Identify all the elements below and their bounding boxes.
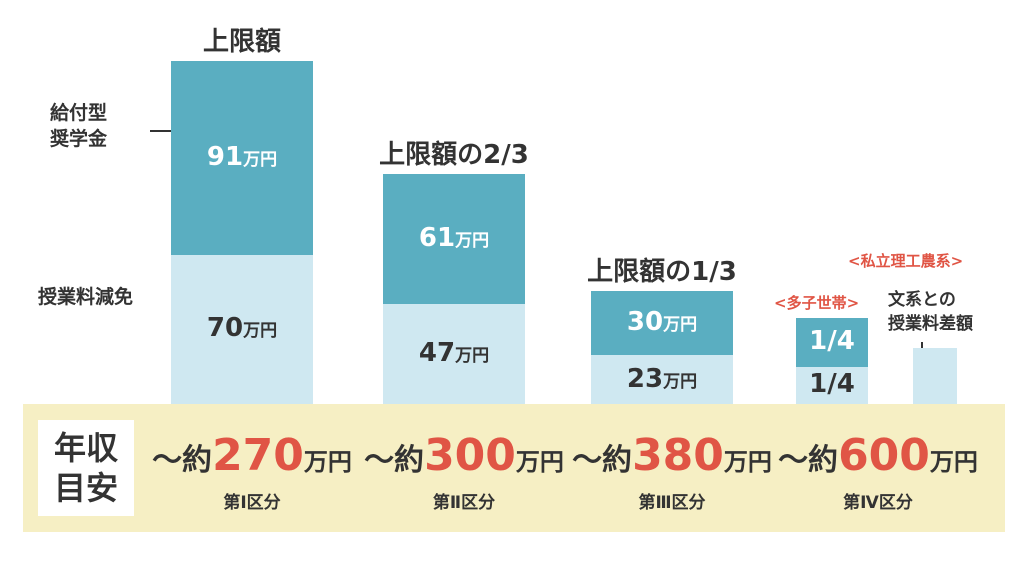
- bar-scholarship-label: 30万円: [591, 307, 733, 337]
- bar-scholarship-value: 30: [626, 307, 664, 338]
- bar-tuition-label: 23万円: [591, 364, 733, 394]
- tier-label: 第Ⅲ区分: [638, 493, 706, 513]
- income-unit: 万円: [303, 448, 352, 476]
- income-prefix: ～約: [778, 443, 839, 478]
- bar-scholarship-segment: 1/4: [796, 318, 868, 367]
- bar-tuition-segment: 23万円: [591, 355, 733, 404]
- multi-child-tag: <多子世帯>: [774, 294, 860, 312]
- income-value: ～約270万円: [132, 430, 372, 481]
- income-label: 年収 目安: [38, 420, 134, 516]
- income-amount: 380: [632, 430, 724, 481]
- bar-scholarship-segment: 61万円: [383, 173, 525, 304]
- income-unit: 万円: [723, 448, 772, 476]
- bar-tuition-unit: 万円: [663, 371, 698, 392]
- income-prefix: ～約: [152, 443, 213, 478]
- bar-tuition-value: 70: [206, 313, 244, 344]
- bar-scholarship-unit: 万円: [455, 230, 490, 251]
- bar-top-label: 上限額: [202, 27, 281, 57]
- income-label-line2: 目安: [53, 469, 118, 507]
- bar-top-label: 上限額の2/3: [379, 139, 529, 170]
- legend-scholarship: 給付型 奨学金: [50, 100, 107, 152]
- bar-scholarship-value: 91: [206, 141, 244, 172]
- bar-scholarship-label: 91万円: [171, 142, 313, 172]
- bar-tuition-value: 1/4: [809, 369, 855, 400]
- bar-tuition-unit: 万円: [455, 345, 490, 366]
- tuition-diff-note-line2: 授業料差額: [888, 314, 973, 334]
- bar-tuition-value: 23: [626, 363, 664, 394]
- bar-scholarship-value: 61: [418, 222, 456, 253]
- legend-tuition: 授業料減免: [38, 286, 134, 308]
- income-unit: 万円: [929, 448, 978, 476]
- bar-scholarship-segment: 30万円: [591, 291, 733, 355]
- bar-top-label: 上限額の1/3: [587, 257, 737, 288]
- legend-scholarship-line1: 給付型: [50, 102, 108, 124]
- tuition-diff-note: 文系との 授業料差額: [888, 288, 973, 336]
- income-amount: 270: [212, 430, 304, 481]
- bar-scholarship-unit: 万円: [663, 315, 698, 336]
- bar-tuition-segment: 1/4: [796, 366, 868, 404]
- bar-tuition-label: 47万円: [383, 338, 525, 368]
- private-science-tag: <私立理工農系>: [848, 252, 964, 270]
- income-label-line1: 年収: [53, 429, 118, 467]
- bar-scholarship-segment: 91万円: [171, 61, 313, 255]
- income-value: ～約300万円: [344, 430, 584, 481]
- income-band: [23, 404, 1005, 532]
- legend-scholarship-line2: 奨学金: [50, 128, 108, 150]
- bar-tuition-label: 1/4: [796, 369, 868, 399]
- income-prefix: ～約: [364, 443, 425, 478]
- bar-tuition-label: 70万円: [171, 313, 313, 343]
- tier-label: 第Ⅳ区分: [843, 493, 913, 513]
- bar-tuition-segment: 47万円: [383, 303, 525, 404]
- bar-scholarship-unit: 万円: [243, 149, 278, 170]
- tier-label: 第Ⅱ区分: [432, 493, 496, 513]
- bar-scholarship-label: 61万円: [383, 223, 525, 253]
- income-value: ～約380万円: [552, 430, 792, 481]
- bar-scholarship-value: 1/4: [809, 326, 855, 357]
- bar-tuition-segment: 70万円: [171, 254, 313, 404]
- income-value: ～約600万円: [758, 430, 998, 481]
- income-unit: 万円: [515, 448, 564, 476]
- income-amount: 600: [838, 430, 930, 481]
- income-prefix: ～約: [572, 443, 633, 478]
- bar-tuition-unit: 万円: [243, 321, 278, 342]
- bar-scholarship-label: 1/4: [796, 326, 868, 356]
- tuition-diff-note-line1: 文系との: [888, 290, 956, 310]
- tier-label: 第Ⅰ区分: [223, 493, 281, 513]
- bar-tuition-value: 47: [418, 337, 456, 368]
- income-amount: 300: [424, 430, 516, 481]
- bar-tuition-diff: [913, 347, 957, 404]
